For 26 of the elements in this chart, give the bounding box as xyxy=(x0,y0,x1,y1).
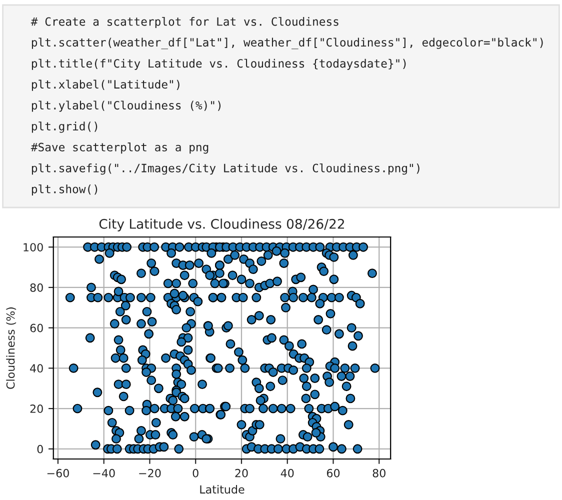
chart-title: City Latitude vs. Cloudiness 08/26/22 xyxy=(99,218,344,232)
x-tick-label: 60 xyxy=(326,468,340,478)
text: #Save scatterplot as a png xyxy=(30,142,208,154)
text: plt.ylabel("Cloudiness (%)") xyxy=(32,100,221,112)
text: plt.show() xyxy=(32,184,98,196)
y-tick-label: 0 xyxy=(37,444,43,454)
text: plt.savefig("../Images/City Latitude vs. Cloudiness.png") xyxy=(32,163,420,175)
y-tick-label: 100 xyxy=(24,243,43,252)
x-tick-label: −20 xyxy=(139,468,161,478)
y-tick-label: 20 xyxy=(30,404,43,413)
x-tick-label: −40 xyxy=(93,468,115,478)
y-tick-label: 60 xyxy=(30,324,43,332)
x-tick-label: 20 xyxy=(235,468,248,478)
x-tick-label: −60 xyxy=(47,468,69,478)
text: plt.grid() xyxy=(32,122,98,133)
text: plt.title(f"City Latitude vs. Cloudiness {todaysdate}") xyxy=(32,58,406,70)
x-tick-label: 80 xyxy=(372,468,386,478)
x-tick-label: 40 xyxy=(280,468,294,478)
y-axis-title: Cloudiness (%) xyxy=(6,307,16,389)
y-tick-label: 80 xyxy=(30,283,43,292)
text: # Create a scatterplot for Lat vs. Cloudiness xyxy=(30,16,338,28)
x-axis-title: Latitude xyxy=(200,485,244,494)
text: plt.scatter(weather_df["Lat"], weather_df["Cloudiness"], edgecolor="black") xyxy=(32,38,543,50)
text: plt.xlabel("Latitude") xyxy=(32,80,180,91)
x-tick-label: 0 xyxy=(192,468,198,478)
y-tick-label: 40 xyxy=(30,364,43,373)
